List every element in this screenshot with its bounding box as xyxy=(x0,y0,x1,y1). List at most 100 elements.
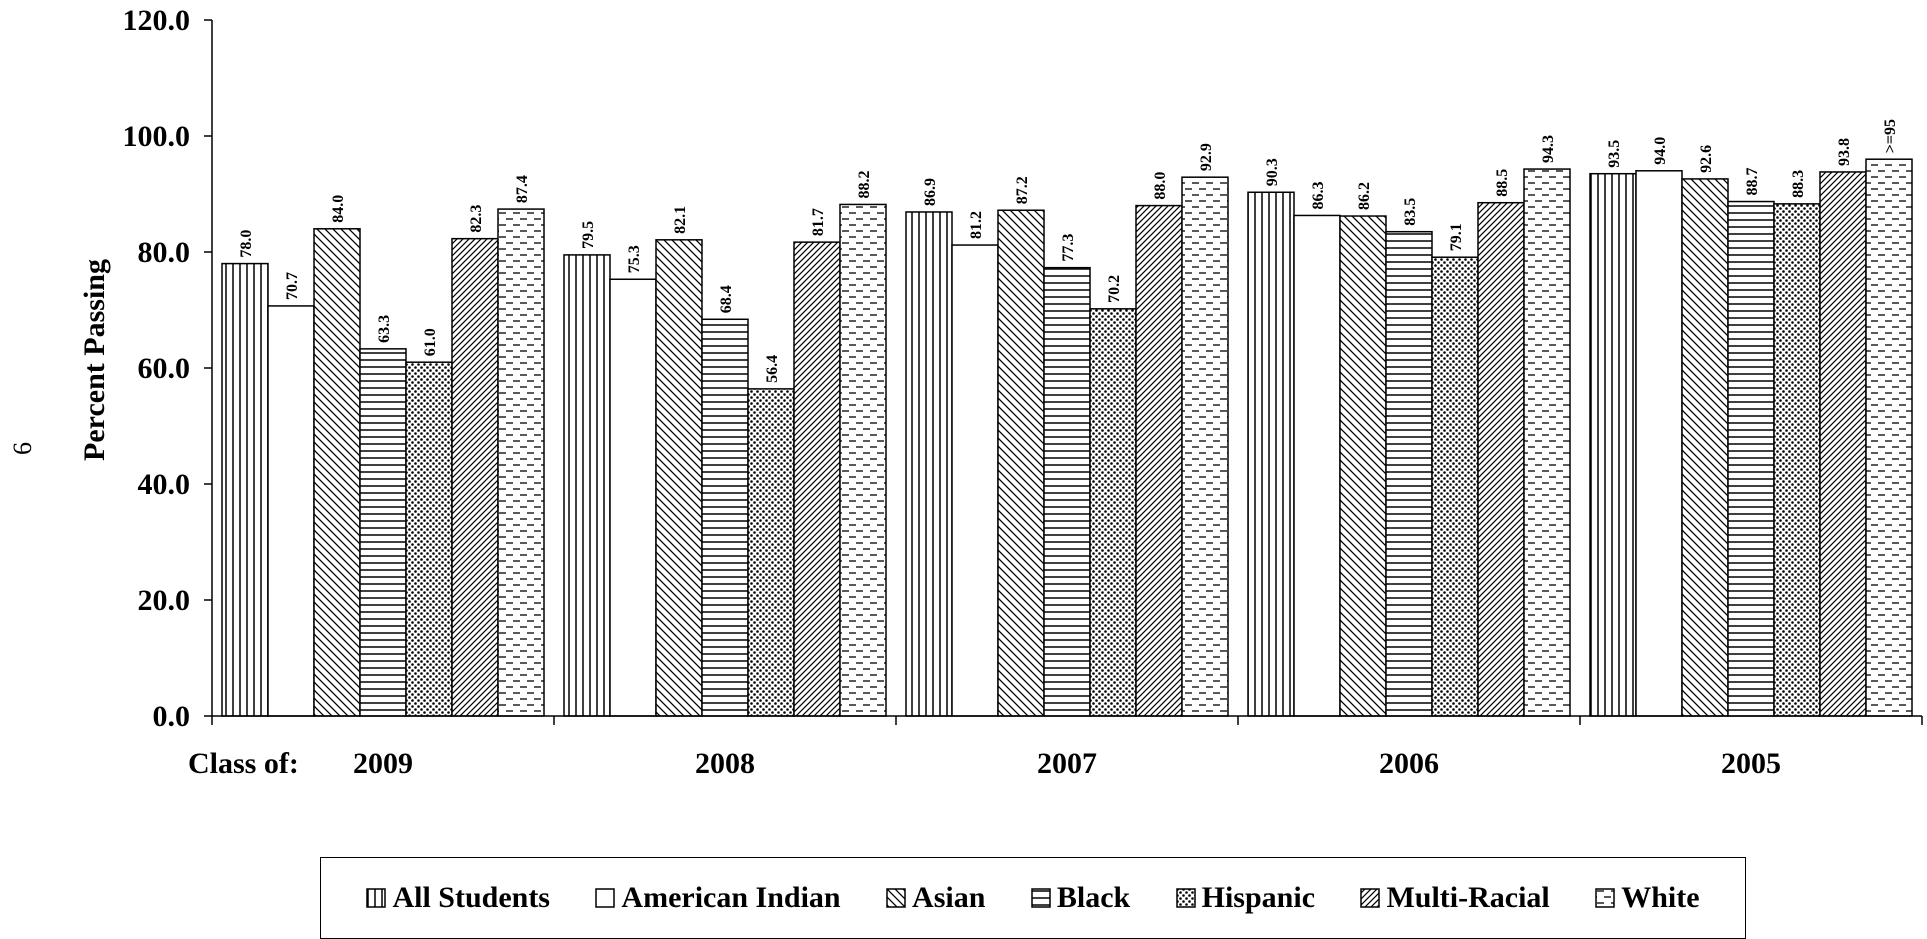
bar xyxy=(1477,201,1525,717)
legend-label: American Indian xyxy=(621,881,841,914)
bar xyxy=(951,244,999,717)
bar xyxy=(1819,171,1867,717)
data-label: 88.0 xyxy=(1152,172,1169,200)
y-tick-label: 60.0 xyxy=(138,352,191,385)
data-label: 86.2 xyxy=(1356,182,1373,210)
data-label: 94.0 xyxy=(1652,137,1669,165)
legend-item: American Indian xyxy=(595,881,841,915)
bar xyxy=(793,241,841,717)
data-label: 88.3 xyxy=(1790,170,1807,198)
bar xyxy=(1385,230,1433,717)
data-label: 81.7 xyxy=(810,208,827,236)
bar xyxy=(1181,176,1229,717)
bar xyxy=(1589,172,1637,717)
data-label: 90.3 xyxy=(1264,158,1281,186)
y-tick-label: 100.0 xyxy=(123,120,191,153)
y-axis: 0.0 20.0 40.0 60.0 80.0 100.0 120.0 xyxy=(123,4,213,733)
y-tick-label: 40.0 xyxy=(138,468,191,501)
x-category-label: 2008 xyxy=(695,747,755,780)
y-tick-label: 0.0 xyxy=(153,700,191,733)
bar xyxy=(1089,308,1137,717)
data-label: 81.2 xyxy=(968,211,985,239)
legend-swatch xyxy=(886,888,906,908)
legend-label: White xyxy=(1621,881,1700,914)
bar xyxy=(267,305,315,717)
bar xyxy=(563,254,611,717)
bar xyxy=(1523,168,1571,717)
bar xyxy=(1043,266,1091,717)
bar xyxy=(1773,203,1821,717)
x-axis-prefix-label: Class of: xyxy=(188,747,299,780)
bar xyxy=(1727,200,1775,717)
y-axis-title: Percent Passing xyxy=(78,259,111,461)
data-label: 70.7 xyxy=(284,272,301,300)
data-label: 92.9 xyxy=(1198,143,1215,171)
legend-item: White xyxy=(1595,881,1700,915)
bar xyxy=(313,228,361,717)
bar xyxy=(1681,178,1729,717)
legend-item: Hispanic xyxy=(1175,881,1316,915)
legend-label: Hispanic xyxy=(1201,881,1316,914)
data-label: 93.8 xyxy=(1836,138,1853,166)
data-label: 88.7 xyxy=(1744,168,1761,196)
data-label: 63.3 xyxy=(376,315,393,343)
legend-label: Black xyxy=(1056,881,1131,914)
x-category-label: 2006 xyxy=(1379,747,1439,780)
data-label: 93.5 xyxy=(1606,140,1623,168)
data-label: 86.9 xyxy=(922,178,939,206)
data-label: 87.4 xyxy=(514,175,531,203)
bar xyxy=(655,239,703,717)
data-label: 79.1 xyxy=(1448,223,1465,251)
bar xyxy=(905,211,953,717)
bar xyxy=(405,361,453,717)
bar xyxy=(359,348,407,717)
data-label: 82.1 xyxy=(672,206,689,234)
legend-item: Multi-Racial xyxy=(1360,881,1550,915)
data-label: 78.0 xyxy=(238,230,255,258)
bar xyxy=(1635,170,1683,717)
legend-item: All Students xyxy=(366,881,550,915)
data-label: 94.3 xyxy=(1540,135,1557,163)
legend-label: All Students xyxy=(392,881,550,914)
bar xyxy=(839,203,887,717)
data-label: 92.6 xyxy=(1698,145,1715,173)
data-label: 84.0 xyxy=(330,195,347,223)
bar xyxy=(1135,204,1183,717)
bar xyxy=(221,262,269,717)
data-label: 88.2 xyxy=(856,170,873,198)
data-label: 75.3 xyxy=(626,245,643,273)
bar xyxy=(1293,214,1341,717)
legend-item: Black xyxy=(1031,881,1130,915)
bar-chart: 0.0 20.0 40.0 60.0 80.0 100.0 120.0 78.0 79.5 86… xyxy=(78,4,1923,780)
y-tick-label: 120.0 xyxy=(123,4,191,37)
x-category-label: 2009 xyxy=(353,747,413,780)
bar xyxy=(1339,215,1387,717)
data-label: >=95 xyxy=(1882,119,1899,153)
bar xyxy=(609,278,657,717)
y-tick-label: 20.0 xyxy=(138,584,191,617)
x-axis: 2009 2008 2007 2006 2005 xyxy=(211,715,1923,780)
bar xyxy=(997,209,1045,717)
data-label: 56.4 xyxy=(764,355,781,383)
bar xyxy=(701,318,749,717)
legend-swatch xyxy=(1031,888,1051,908)
data-label: 86.3 xyxy=(1310,181,1327,209)
bar xyxy=(1865,158,1913,717)
legend-swatch xyxy=(1175,888,1196,908)
legend: All Students American Indian Asian Black His… xyxy=(320,857,1746,939)
data-label: 82.3 xyxy=(468,205,485,233)
data-label: 87.2 xyxy=(1014,176,1031,204)
legend-label: Asian xyxy=(912,881,986,914)
data-label: 83.5 xyxy=(1402,198,1419,226)
data-label: 77.3 xyxy=(1060,234,1077,262)
legend-label: Multi-Racial xyxy=(1386,881,1550,914)
data-label: 88.5 xyxy=(1494,169,1511,197)
x-category-label: 2005 xyxy=(1721,747,1781,780)
x-category-label: 2007 xyxy=(1037,747,1097,780)
bar xyxy=(497,208,545,717)
data-label: 70.2 xyxy=(1106,275,1123,303)
data-label: 79.5 xyxy=(580,221,597,249)
bar xyxy=(1247,191,1295,717)
data-labels: 78.0 79.5 86.9 90.3 93.5 70.7 75.3 81.2 86.3 94.0… xyxy=(238,119,1899,383)
bar xyxy=(451,237,499,717)
